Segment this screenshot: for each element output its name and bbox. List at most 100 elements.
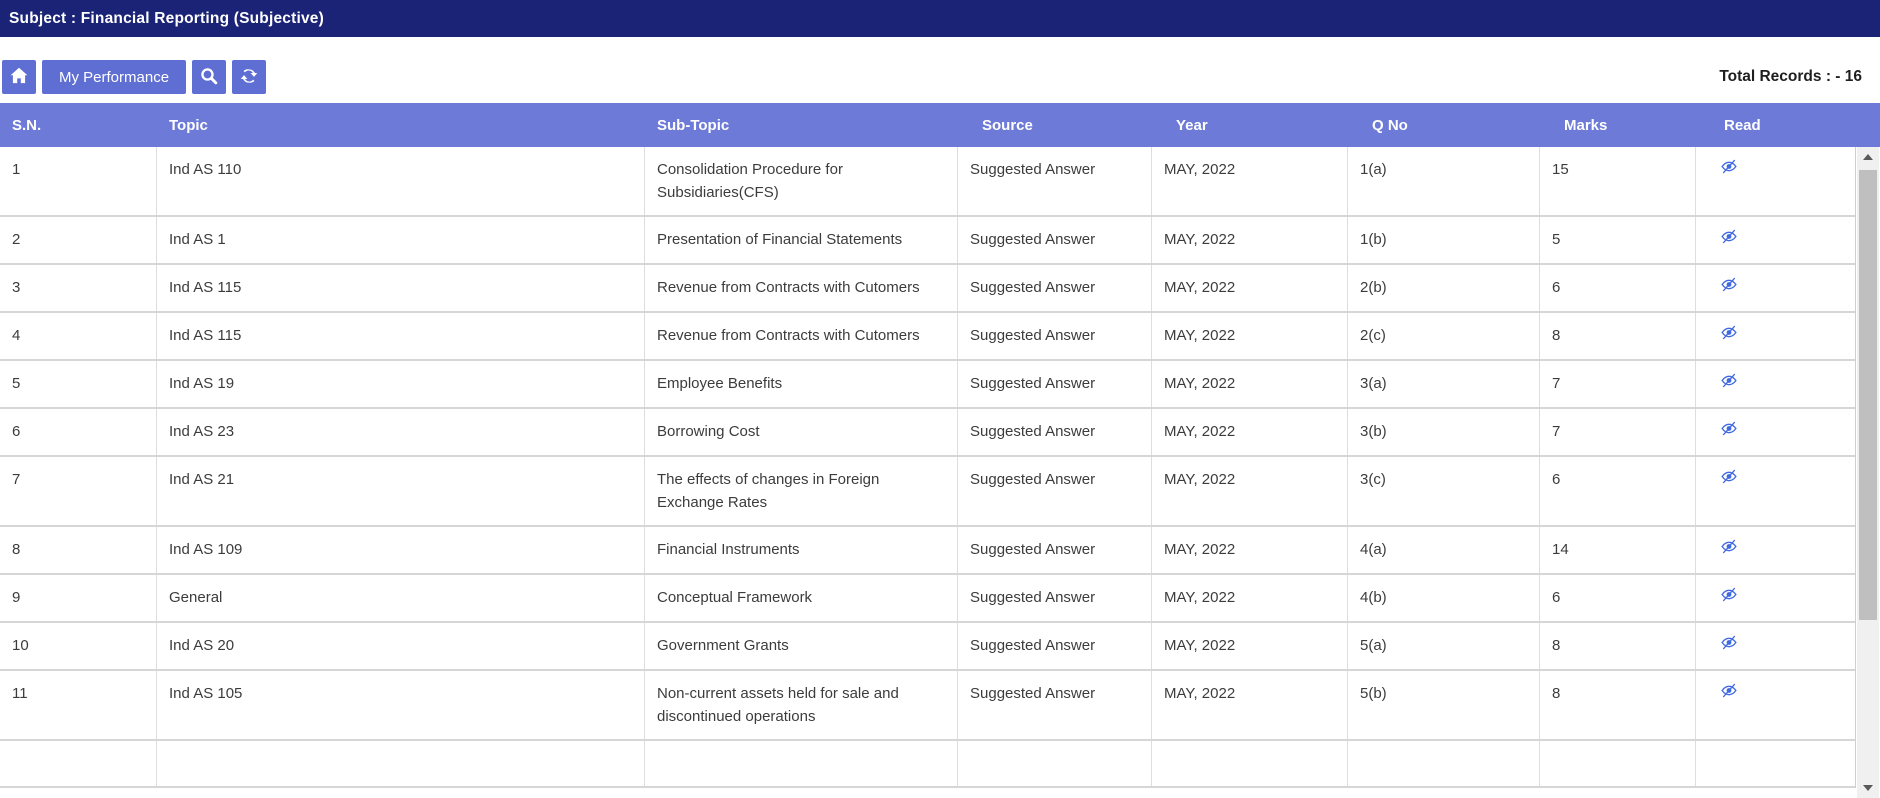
cell-sn: 6 xyxy=(0,409,157,455)
cell-qno: 1(a) xyxy=(1348,147,1540,215)
cell-year: MAY, 2022 xyxy=(1152,217,1348,263)
scrollbar-thumb[interactable] xyxy=(1859,170,1877,620)
table-row: 7 Ind AS 21 The effects of changes in Fo… xyxy=(0,457,1855,527)
cell-sn xyxy=(0,741,157,786)
eye-slash-icon[interactable] xyxy=(1720,420,1738,444)
cell-subtopic: The effects of changes in Foreign Exchan… xyxy=(645,457,958,525)
eye-slash-icon[interactable] xyxy=(1720,228,1738,252)
my-performance-label: My Performance xyxy=(59,68,170,86)
cell-source: Suggested Answer xyxy=(958,313,1152,359)
cell-subtopic: Consolidation Procedure for Subsidiaries… xyxy=(645,147,958,215)
cell-topic: General xyxy=(157,575,645,621)
cell-subtopic xyxy=(645,741,958,786)
search-button[interactable] xyxy=(192,60,227,94)
table-body: 1 Ind AS 110 Consolidation Procedure for… xyxy=(0,147,1880,798)
cell-source: Suggested Answer xyxy=(958,457,1152,525)
cell-read xyxy=(1696,147,1856,215)
eye-slash-icon[interactable] xyxy=(1720,682,1738,706)
cell-qno: 4(a) xyxy=(1348,527,1540,573)
cell-sn: 11 xyxy=(0,671,157,739)
cell-subtopic: Revenue from Contracts with Cutomers xyxy=(645,265,958,311)
column-header-marks: Marks xyxy=(1564,116,1608,134)
cell-source: Suggested Answer xyxy=(958,361,1152,407)
cell-source: Suggested Answer xyxy=(958,217,1152,263)
page-title: Subject : Financial Reporting (Subjectiv… xyxy=(9,9,324,27)
cell-read xyxy=(1696,409,1856,455)
total-records-label: Total Records : - 16 xyxy=(1719,68,1862,85)
column-header-read: Read xyxy=(1724,116,1761,134)
cell-year: MAY, 2022 xyxy=(1152,409,1348,455)
eye-slash-icon[interactable] xyxy=(1720,372,1738,396)
cell-qno: 2(b) xyxy=(1348,265,1540,311)
cell-qno: 3(b) xyxy=(1348,409,1540,455)
cell-source: Suggested Answer xyxy=(958,671,1152,739)
cell-source: Suggested Answer xyxy=(958,409,1152,455)
cell-topic: Ind AS 115 xyxy=(157,313,645,359)
search-icon xyxy=(200,67,218,88)
column-header-subtopic: Sub-Topic xyxy=(657,116,730,134)
cell-year xyxy=(1152,741,1348,786)
eye-slash-icon[interactable] xyxy=(1720,468,1738,492)
table-row: 10 Ind AS 20 Government Grants Suggested… xyxy=(0,623,1855,671)
cell-read xyxy=(1696,741,1856,786)
cell-topic: Ind AS 19 xyxy=(157,361,645,407)
eye-slash-icon[interactable] xyxy=(1720,158,1738,182)
cell-sn: 2 xyxy=(0,217,157,263)
cell-year: MAY, 2022 xyxy=(1152,265,1348,311)
table-header: S.N. Topic Sub-Topic Source Year Q No Ma… xyxy=(0,103,1880,147)
cell-year: MAY, 2022 xyxy=(1152,527,1348,573)
cell-source: Suggested Answer xyxy=(958,623,1152,669)
cell-read xyxy=(1696,623,1856,669)
cell-sn: 10 xyxy=(0,623,157,669)
eye-slash-icon[interactable] xyxy=(1720,538,1738,562)
home-button[interactable] xyxy=(2,60,36,94)
cell-read xyxy=(1696,265,1856,311)
eye-slash-icon[interactable] xyxy=(1720,276,1738,300)
cell-marks: 8 xyxy=(1540,623,1696,669)
table-row: 8 Ind AS 109 Financial Instruments Sugge… xyxy=(0,527,1855,575)
scroll-up-arrow[interactable] xyxy=(1857,147,1879,167)
vertical-scrollbar[interactable] xyxy=(1857,147,1879,798)
cell-source: Suggested Answer xyxy=(958,265,1152,311)
cell-topic: Ind AS 115 xyxy=(157,265,645,311)
cell-qno xyxy=(1348,741,1540,786)
table-row xyxy=(0,741,1855,788)
cell-topic: Ind AS 23 xyxy=(157,409,645,455)
subject-title-bar: Subject : Financial Reporting (Subjectiv… xyxy=(0,0,1880,37)
eye-slash-icon[interactable] xyxy=(1720,634,1738,658)
eye-slash-icon[interactable] xyxy=(1720,324,1738,348)
cell-qno: 4(b) xyxy=(1348,575,1540,621)
cell-marks: 8 xyxy=(1540,313,1696,359)
scroll-down-arrow[interactable] xyxy=(1857,778,1879,798)
refresh-button[interactable] xyxy=(232,60,267,94)
column-header-year: Year xyxy=(1176,116,1208,134)
column-header-source: Source xyxy=(982,116,1033,134)
cell-year: MAY, 2022 xyxy=(1152,361,1348,407)
cell-sn: 9 xyxy=(0,575,157,621)
cell-year: MAY, 2022 xyxy=(1152,147,1348,215)
cell-marks: 5 xyxy=(1540,217,1696,263)
cell-qno: 5(b) xyxy=(1348,671,1540,739)
cell-marks: 6 xyxy=(1540,265,1696,311)
toolbar: My Performance Total Records : - 16 xyxy=(0,37,1880,103)
table-row: 1 Ind AS 110 Consolidation Procedure for… xyxy=(0,147,1855,217)
cell-subtopic: Employee Benefits xyxy=(645,361,958,407)
cell-topic: Ind AS 105 xyxy=(157,671,645,739)
cell-subtopic: Revenue from Contracts with Cutomers xyxy=(645,313,958,359)
cell-sn: 5 xyxy=(0,361,157,407)
column-header-qno: Q No xyxy=(1372,116,1408,134)
table-row: 5 Ind AS 19 Employee Benefits Suggested … xyxy=(0,361,1855,409)
cell-read xyxy=(1696,217,1856,263)
cell-year: MAY, 2022 xyxy=(1152,313,1348,359)
cell-read xyxy=(1696,575,1856,621)
table-row: 2 Ind AS 1 Presentation of Financial Sta… xyxy=(0,217,1855,265)
cell-subtopic: Presentation of Financial Statements xyxy=(645,217,958,263)
cell-qno: 2(c) xyxy=(1348,313,1540,359)
table-row: 9 General Conceptual Framework Suggested… xyxy=(0,575,1855,623)
cell-sn: 4 xyxy=(0,313,157,359)
eye-slash-icon[interactable] xyxy=(1720,586,1738,610)
cell-marks: 14 xyxy=(1540,527,1696,573)
cell-year: MAY, 2022 xyxy=(1152,623,1348,669)
my-performance-button[interactable]: My Performance xyxy=(42,60,187,94)
cell-year: MAY, 2022 xyxy=(1152,575,1348,621)
